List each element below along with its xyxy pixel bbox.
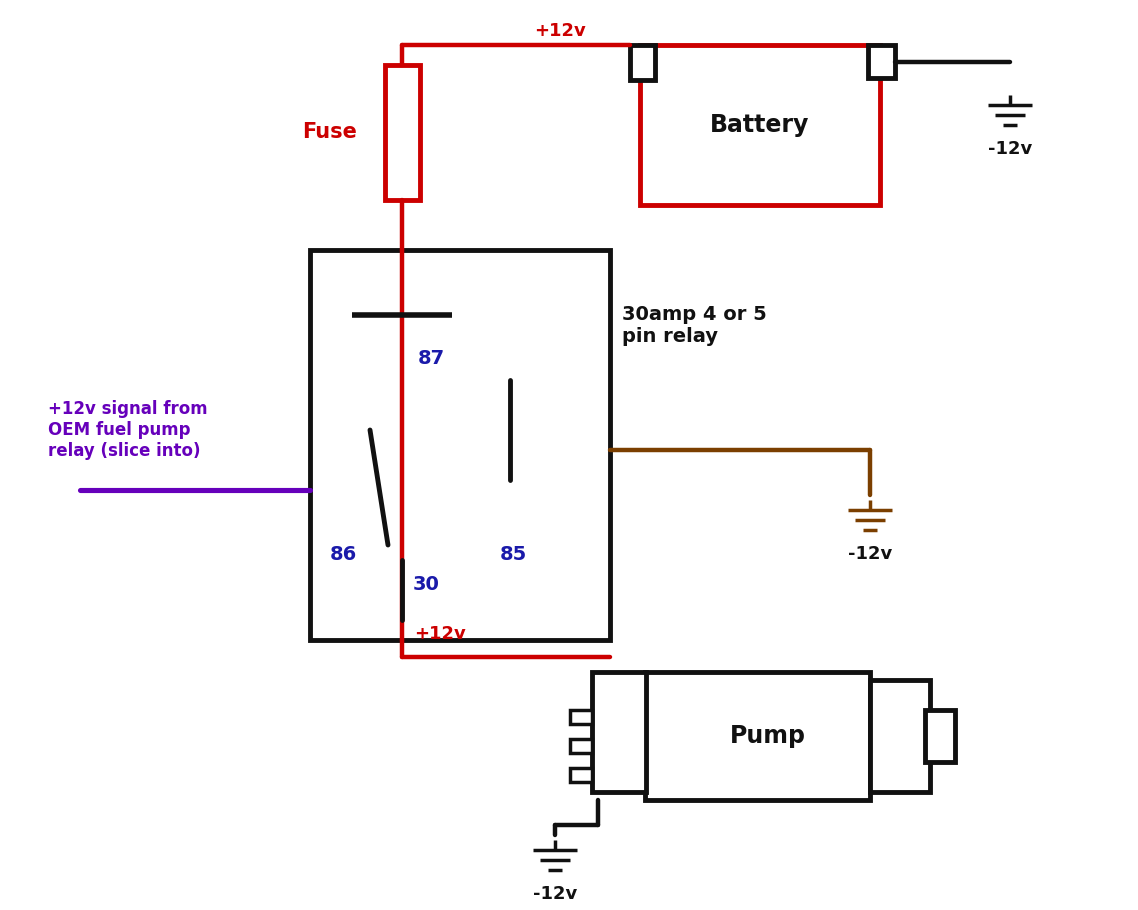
Text: 85: 85	[500, 545, 527, 564]
FancyBboxPatch shape	[570, 768, 592, 782]
FancyBboxPatch shape	[925, 710, 955, 762]
Text: +12v signal from
OEM fuel pump
relay (slice into): +12v signal from OEM fuel pump relay (sl…	[48, 400, 207, 460]
Text: 86: 86	[330, 545, 357, 564]
FancyBboxPatch shape	[385, 65, 420, 200]
Text: 30: 30	[412, 575, 439, 594]
Text: 30amp 4 or 5
pin relay: 30amp 4 or 5 pin relay	[622, 305, 767, 346]
FancyBboxPatch shape	[645, 672, 869, 800]
Text: -12v: -12v	[988, 140, 1032, 158]
Text: Fuse: Fuse	[303, 123, 357, 143]
FancyBboxPatch shape	[570, 710, 592, 724]
FancyBboxPatch shape	[869, 680, 930, 792]
FancyBboxPatch shape	[310, 250, 610, 640]
Text: +12v: +12v	[534, 22, 586, 40]
Text: -12v: -12v	[848, 545, 892, 563]
FancyBboxPatch shape	[592, 672, 646, 792]
Text: 87: 87	[418, 349, 445, 368]
FancyBboxPatch shape	[570, 739, 592, 753]
Text: Battery: Battery	[710, 113, 810, 137]
FancyBboxPatch shape	[640, 45, 880, 205]
Text: -12v: -12v	[533, 885, 577, 903]
Text: Pump: Pump	[729, 724, 806, 748]
FancyBboxPatch shape	[868, 45, 894, 78]
FancyBboxPatch shape	[630, 45, 655, 80]
Text: +12v: +12v	[414, 625, 467, 643]
